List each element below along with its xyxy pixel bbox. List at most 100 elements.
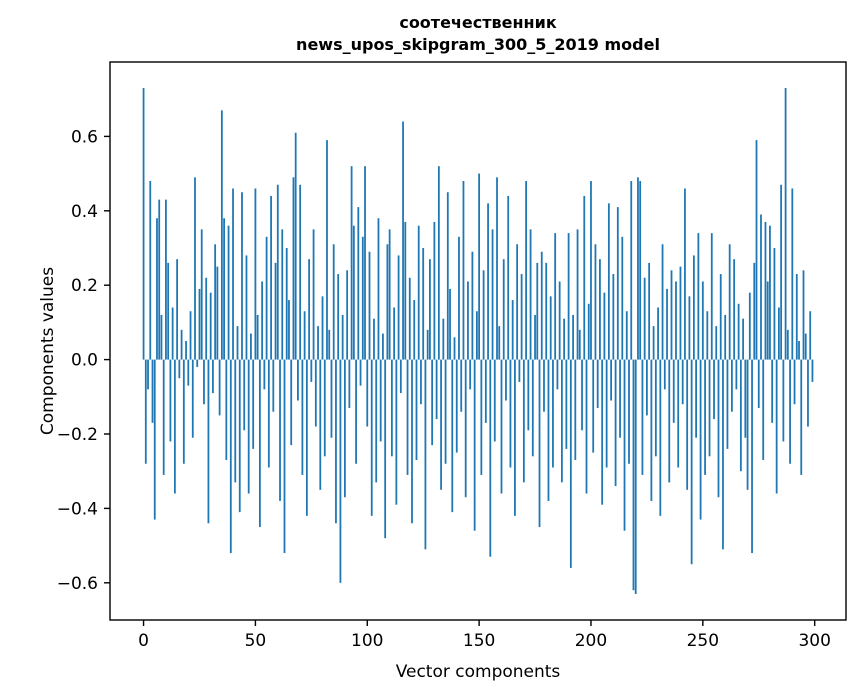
bar — [165, 199, 167, 360]
bar — [795, 274, 798, 360]
bar — [245, 255, 248, 360]
bar — [279, 359, 281, 501]
bar — [545, 262, 548, 360]
x-tick-label: 100 — [351, 631, 383, 651]
bar — [496, 177, 498, 360]
bar — [274, 262, 277, 360]
bar — [561, 359, 563, 483]
bar — [420, 359, 422, 405]
bar — [171, 307, 174, 360]
bar — [218, 359, 221, 416]
bar — [731, 359, 733, 412]
bar — [406, 359, 409, 475]
bar — [308, 259, 310, 360]
bar — [632, 359, 635, 591]
bar — [612, 274, 615, 360]
bar — [469, 359, 472, 390]
bar — [520, 274, 523, 360]
bar — [543, 359, 545, 412]
bar — [800, 359, 803, 475]
bar — [719, 274, 722, 360]
bar — [162, 359, 165, 475]
bar — [715, 326, 718, 360]
bar — [773, 248, 776, 360]
bar — [733, 259, 736, 360]
bar — [247, 359, 250, 494]
bar — [254, 188, 257, 360]
bar — [529, 229, 532, 360]
bar — [746, 359, 749, 490]
bar — [771, 359, 774, 423]
bar — [500, 359, 503, 494]
bar — [509, 359, 512, 468]
bar — [489, 359, 492, 557]
bar — [657, 307, 659, 360]
bar — [706, 311, 709, 360]
bar — [675, 281, 677, 360]
bar — [399, 359, 402, 394]
bar — [648, 262, 651, 360]
bar — [317, 326, 319, 360]
bar — [784, 88, 787, 360]
bar — [158, 199, 161, 360]
bar — [214, 244, 217, 360]
bar — [429, 259, 431, 360]
bar — [650, 359, 653, 501]
bar — [422, 248, 425, 360]
bar — [207, 359, 210, 524]
bar — [549, 296, 552, 360]
bar — [352, 225, 355, 360]
bar — [717, 359, 720, 498]
bar — [507, 195, 510, 360]
bar — [637, 177, 639, 360]
bar — [641, 359, 644, 475]
bar — [424, 359, 427, 550]
bar — [757, 359, 760, 408]
bar — [623, 359, 626, 531]
bar — [357, 207, 360, 360]
bar — [310, 359, 313, 382]
bar — [789, 359, 791, 464]
bar — [692, 255, 695, 360]
bar — [491, 229, 494, 360]
bar — [303, 311, 306, 360]
bar — [603, 292, 606, 360]
bar — [666, 288, 668, 360]
bar — [281, 229, 284, 360]
bar — [433, 221, 436, 360]
x-tick-label: 0 — [138, 631, 149, 651]
bar — [305, 359, 308, 516]
bar — [373, 318, 375, 360]
bar — [366, 359, 369, 427]
bar — [332, 244, 335, 360]
bar — [565, 359, 568, 449]
bar — [185, 341, 187, 360]
bar — [762, 359, 765, 461]
bar — [554, 233, 557, 360]
bar — [243, 359, 246, 431]
bar — [176, 259, 179, 360]
bar — [220, 110, 223, 360]
bar — [147, 359, 149, 390]
bar — [455, 359, 458, 453]
bar — [440, 359, 442, 490]
bar — [250, 333, 252, 360]
bar — [297, 359, 299, 401]
bar — [791, 188, 794, 360]
plot-border — [109, 61, 847, 621]
bar — [713, 359, 715, 420]
bar — [209, 292, 212, 360]
bar — [292, 177, 295, 360]
bar — [748, 292, 751, 360]
bar — [478, 173, 481, 360]
bar — [395, 359, 398, 505]
y-axis-label: Components values — [38, 266, 58, 436]
bar — [187, 359, 190, 386]
bar — [232, 188, 234, 360]
bar — [751, 359, 753, 554]
bar — [793, 359, 796, 405]
bar — [355, 359, 357, 464]
bar — [688, 296, 691, 360]
bar — [498, 326, 501, 360]
